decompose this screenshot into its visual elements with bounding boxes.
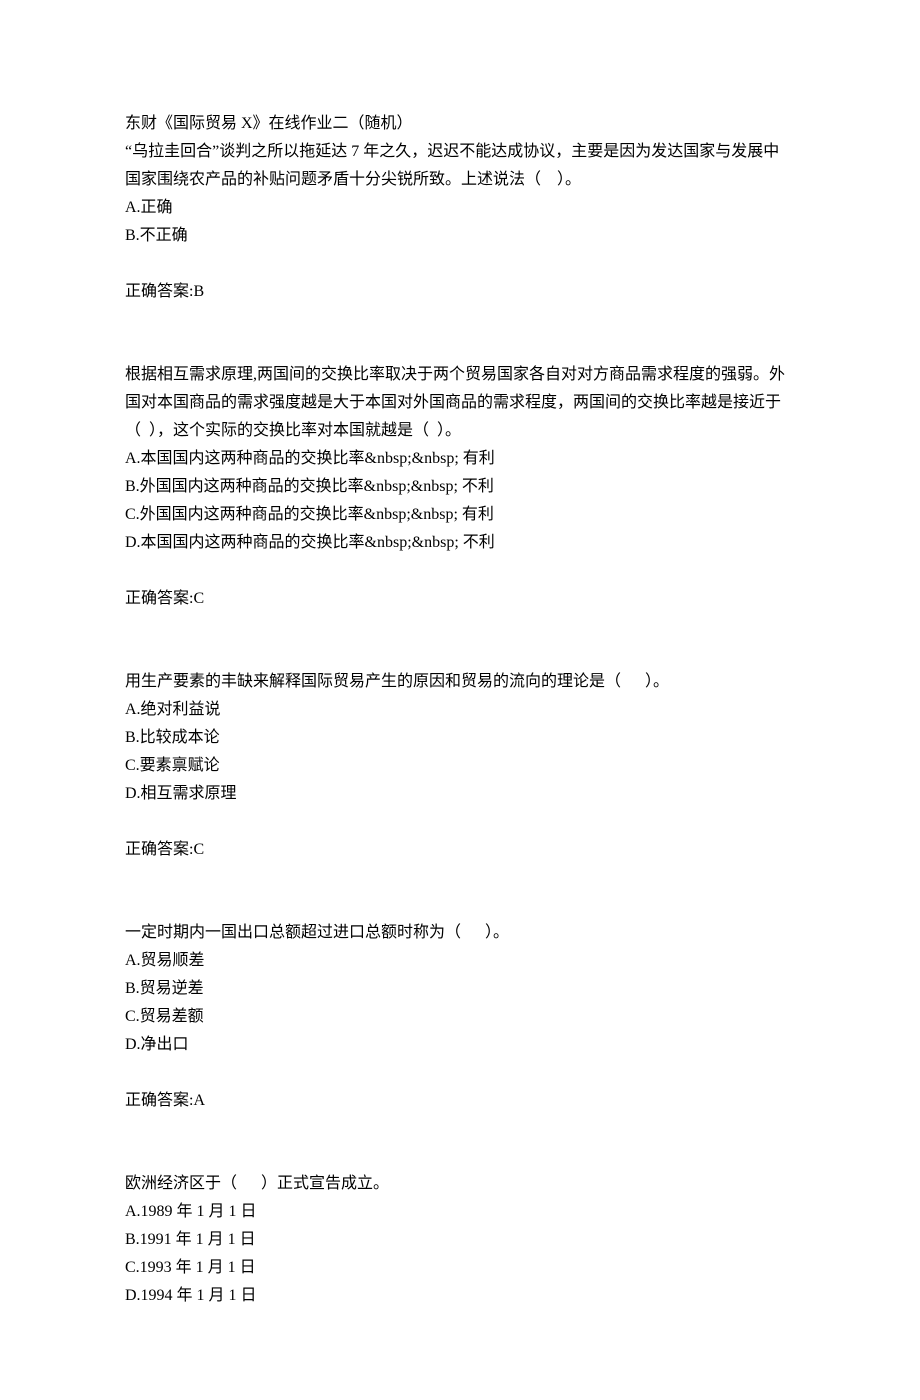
correct-answer: 正确答案:A: [125, 1087, 795, 1115]
option-c: C.1993 年 1 月 1 日: [125, 1254, 795, 1282]
option-d: D.净出口: [125, 1031, 795, 1059]
question-prompt: 一定时期内一国出口总额超过进口总额时称为（ ）。: [125, 919, 795, 947]
option-d: D.1994 年 1 月 1 日: [125, 1282, 795, 1310]
option-a: A.1989 年 1 月 1 日: [125, 1198, 795, 1226]
question-prompt: “乌拉圭回合”谈判之所以拖延达 7 年之久，迟迟不能达成协议，主要是因为发达国家…: [125, 138, 795, 194]
option-a: A.贸易顺差: [125, 947, 795, 975]
option-d: D.相互需求原理: [125, 780, 795, 808]
document-header: 东财《国际贸易 X》在线作业二（随机）: [125, 110, 795, 138]
option-d: D.本国国内这两种商品的交换比率&nbsp;&nbsp; 不利: [125, 529, 795, 557]
question-prompt: 用生产要素的丰缺来解释国际贸易产生的原因和贸易的流向的理论是（ ）。: [125, 668, 795, 696]
option-b: B.1991 年 1 月 1 日: [125, 1226, 795, 1254]
option-b: B.贸易逆差: [125, 975, 795, 1003]
question-prompt: 欧洲经济区于（ ）正式宣告成立。: [125, 1170, 795, 1198]
option-c: C.要素禀赋论: [125, 752, 795, 780]
option-c: C.贸易差额: [125, 1003, 795, 1031]
question-block: “乌拉圭回合”谈判之所以拖延达 7 年之久，迟迟不能达成协议，主要是因为发达国家…: [125, 138, 795, 306]
option-a: A.正确: [125, 194, 795, 222]
option-a: A.本国国内这两种商品的交换比率&nbsp;&nbsp; 有利: [125, 445, 795, 473]
correct-answer: 正确答案:C: [125, 585, 795, 613]
question-block: 用生产要素的丰缺来解释国际贸易产生的原因和贸易的流向的理论是（ ）。 A.绝对利…: [125, 668, 795, 864]
question-block: 根据相互需求原理,两国间的交换比率取决于两个贸易国家各自对对方商品需求程度的强弱…: [125, 361, 795, 613]
correct-answer: 正确答案:C: [125, 836, 795, 864]
correct-answer: 正确答案:B: [125, 278, 795, 306]
option-b: B.不正确: [125, 222, 795, 250]
option-c: C.外国国内这两种商品的交换比率&nbsp;&nbsp; 有利: [125, 501, 795, 529]
question-prompt: 根据相互需求原理,两国间的交换比率取决于两个贸易国家各自对对方商品需求程度的强弱…: [125, 361, 795, 445]
question-block: 一定时期内一国出口总额超过进口总额时称为（ ）。 A.贸易顺差 B.贸易逆差 C…: [125, 919, 795, 1115]
question-block: 欧洲经济区于（ ）正式宣告成立。 A.1989 年 1 月 1 日 B.1991…: [125, 1170, 795, 1310]
option-b: B.外国国内这两种商品的交换比率&nbsp;&nbsp; 不利: [125, 473, 795, 501]
option-b: B.比较成本论: [125, 724, 795, 752]
option-a: A.绝对利益说: [125, 696, 795, 724]
page: 东财《国际贸易 X》在线作业二（随机） “乌拉圭回合”谈判之所以拖延达 7 年之…: [0, 0, 920, 1400]
